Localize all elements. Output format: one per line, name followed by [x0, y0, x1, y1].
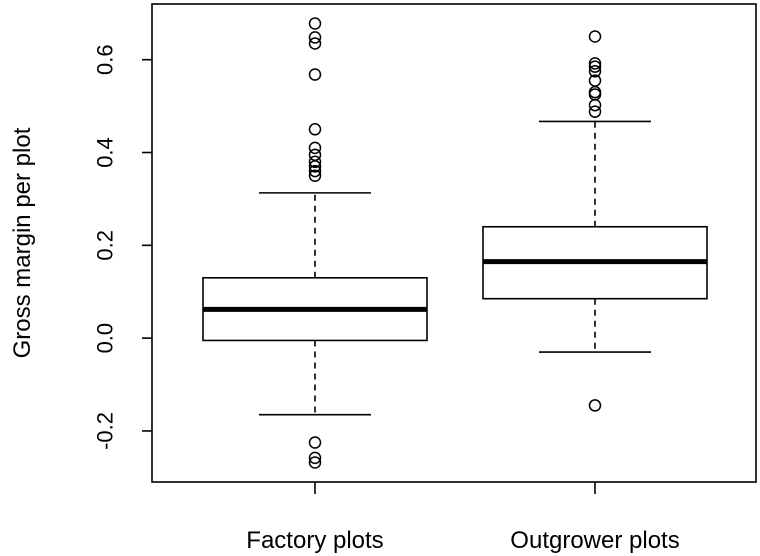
x-tick-label: Outgrower plots [510, 527, 679, 554]
outlier-point [308, 169, 322, 182]
outlier-point [588, 60, 602, 73]
outlier-point [588, 30, 602, 43]
outlier-point [308, 436, 322, 449]
outlier-point [588, 98, 602, 112]
outlier-point [308, 451, 322, 465]
y-axis-label: Gross margin per plot [9, 127, 36, 358]
outlier-point [588, 399, 602, 412]
outlier-point [588, 57, 602, 70]
y-tick-label: 0.0 [93, 323, 118, 354]
plot-frame [151, 3, 757, 483]
outlier-point [308, 123, 322, 136]
outlier-point [588, 105, 602, 118]
outlier-point [308, 17, 322, 30]
box-outgrower-plots [482, 30, 708, 412]
outlier-point [588, 65, 602, 78]
box-factory-plots [202, 17, 428, 469]
outlier-point [308, 456, 322, 469]
outlier-point [308, 141, 322, 155]
y-tick-label: -0.2 [93, 412, 118, 450]
outlier-point [308, 31, 322, 44]
outlier-point [308, 37, 322, 50]
outlier-point [308, 164, 322, 178]
x-tick-label: Factory plots [246, 527, 383, 554]
y-tick-label: 0.2 [93, 230, 118, 261]
outlier-point [308, 155, 322, 169]
y-tick-label: 0.6 [93, 44, 118, 75]
outlier-point [308, 68, 322, 81]
outlier-point [308, 160, 322, 173]
y-tick-label: 0.4 [93, 137, 118, 168]
chart-marks: -0.2 0.0 0.2 0.4 0.6 Factory plots Outgrower p… [93, 17, 708, 554]
